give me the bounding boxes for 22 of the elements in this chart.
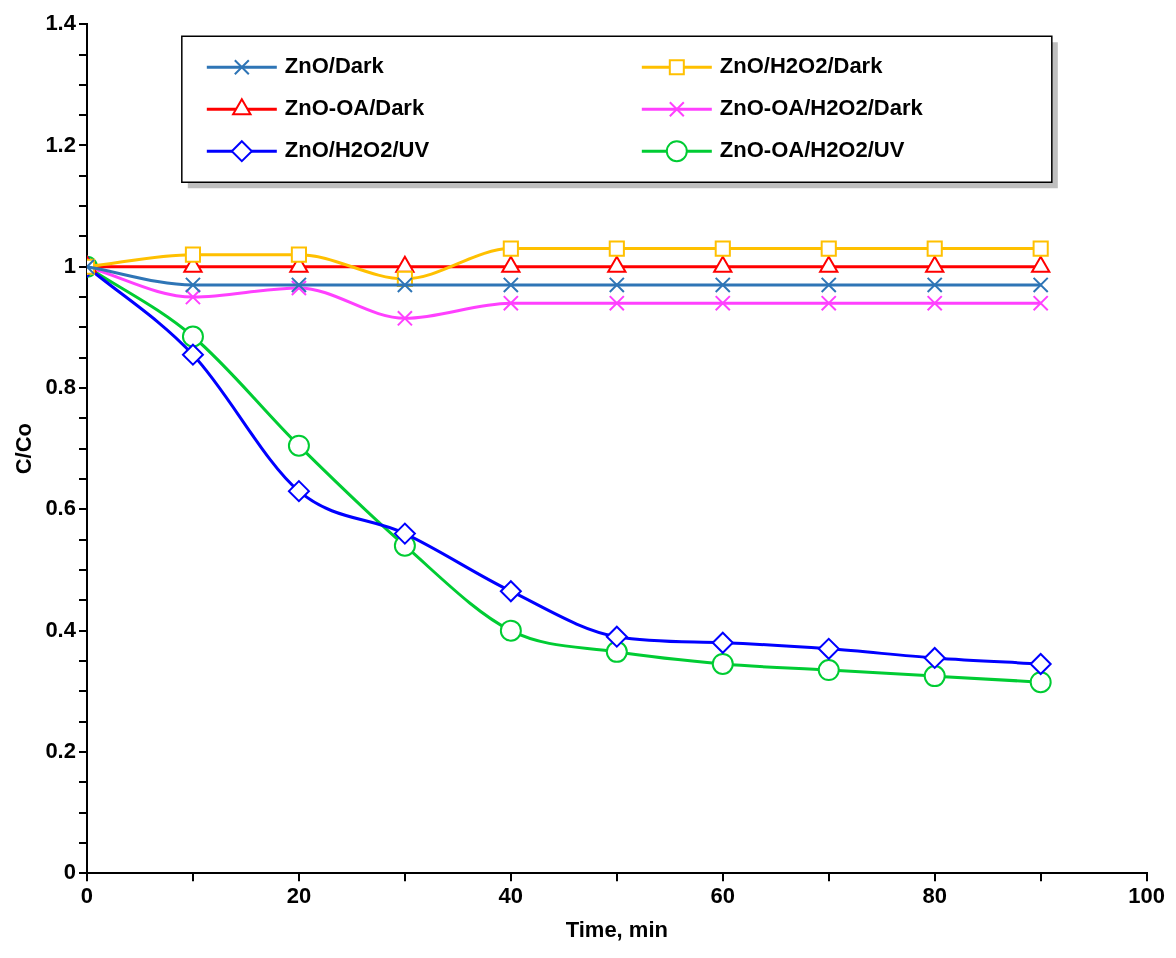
y-tick-label: 1.2	[45, 131, 76, 157]
legend-label: ZnO/H2O2/UV	[284, 137, 430, 163]
y-tick-label: 0.2	[45, 737, 76, 763]
y-tick-label: 1	[63, 252, 76, 278]
y-tick-label: 0.4	[45, 616, 77, 642]
legend-label: ZnO-OA/H2O2/Dark	[719, 95, 924, 121]
y-tick-label: 0	[63, 859, 76, 885]
x-tick-label: 60	[710, 883, 736, 909]
legend-label: ZnO/H2O2/Dark	[719, 53, 884, 79]
x-axis-title: Time, min	[565, 916, 668, 942]
y-tick-label: 0.6	[45, 495, 76, 521]
x-tick-label: 80	[922, 883, 947, 909]
x-tick-label: 40	[498, 883, 524, 909]
legend-label: ZnO-OA/Dark	[284, 95, 425, 121]
y-axis-title: C/Co	[11, 423, 37, 475]
legend-label: ZnO/Dark	[284, 53, 385, 79]
x-tick-label: 20	[286, 883, 312, 909]
legend-label: ZnO-OA/H2O2/UV	[719, 137, 905, 163]
x-tick-label: 0	[80, 883, 94, 909]
y-tick-label: 1.4	[45, 10, 77, 36]
x-tick-label: 100	[1128, 883, 1166, 909]
y-tick-label: 0.8	[45, 374, 76, 400]
